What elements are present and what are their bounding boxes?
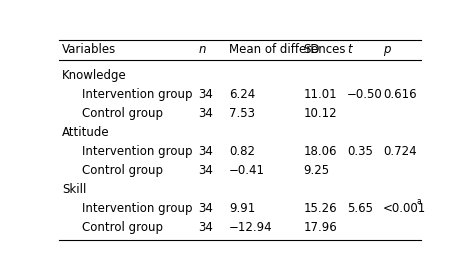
Text: Control group: Control group bbox=[82, 221, 163, 234]
Text: 34: 34 bbox=[198, 202, 213, 215]
Text: Intervention group: Intervention group bbox=[82, 202, 192, 215]
Text: a: a bbox=[417, 197, 421, 206]
Text: −0.41: −0.41 bbox=[229, 164, 265, 177]
Text: t: t bbox=[347, 43, 351, 56]
Text: 0.616: 0.616 bbox=[383, 88, 417, 101]
Text: 9.91: 9.91 bbox=[229, 202, 255, 215]
Text: Attitude: Attitude bbox=[62, 126, 110, 139]
Text: 5.65: 5.65 bbox=[347, 202, 373, 215]
Text: Intervention group: Intervention group bbox=[82, 145, 192, 158]
Text: 34: 34 bbox=[198, 221, 213, 234]
Text: 0.35: 0.35 bbox=[347, 145, 373, 158]
Text: 15.26: 15.26 bbox=[303, 202, 337, 215]
Text: Mean of differences: Mean of differences bbox=[229, 43, 345, 56]
Text: 34: 34 bbox=[198, 164, 213, 177]
Text: p: p bbox=[383, 43, 391, 56]
Text: 0.82: 0.82 bbox=[229, 145, 255, 158]
Text: 17.96: 17.96 bbox=[303, 221, 337, 234]
Text: −0.50: −0.50 bbox=[347, 88, 383, 101]
Text: 11.01: 11.01 bbox=[303, 88, 337, 101]
Text: 34: 34 bbox=[198, 145, 213, 158]
Text: Control group: Control group bbox=[82, 164, 163, 177]
Text: Variables: Variables bbox=[62, 43, 117, 56]
Text: 6.24: 6.24 bbox=[229, 88, 255, 101]
Text: SD: SD bbox=[303, 43, 320, 56]
Text: <0.001: <0.001 bbox=[383, 202, 426, 215]
Text: Skill: Skill bbox=[62, 183, 87, 196]
Text: n: n bbox=[198, 43, 205, 56]
Text: 9.25: 9.25 bbox=[303, 164, 329, 177]
Text: Intervention group: Intervention group bbox=[82, 88, 192, 101]
Text: 34: 34 bbox=[198, 108, 213, 120]
Text: Control group: Control group bbox=[82, 108, 163, 120]
Text: 18.06: 18.06 bbox=[303, 145, 337, 158]
Text: 34: 34 bbox=[198, 88, 213, 101]
Text: Knowledge: Knowledge bbox=[62, 69, 127, 83]
Text: 0.724: 0.724 bbox=[383, 145, 417, 158]
Text: 10.12: 10.12 bbox=[303, 108, 337, 120]
Text: 7.53: 7.53 bbox=[229, 108, 255, 120]
Text: −12.94: −12.94 bbox=[229, 221, 272, 234]
